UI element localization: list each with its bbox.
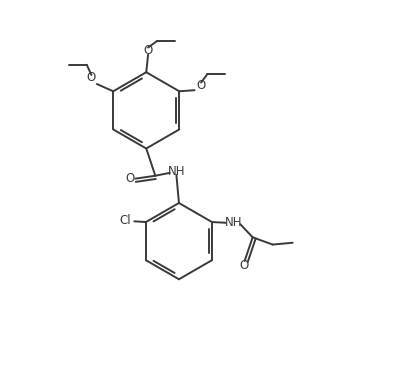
Text: O: O — [87, 71, 96, 84]
Text: Cl: Cl — [119, 214, 131, 227]
Text: O: O — [239, 259, 248, 272]
Text: O: O — [144, 44, 153, 57]
Text: O: O — [196, 79, 206, 92]
Text: O: O — [125, 172, 134, 185]
Text: NH: NH — [168, 165, 185, 178]
Text: NH: NH — [225, 216, 243, 229]
